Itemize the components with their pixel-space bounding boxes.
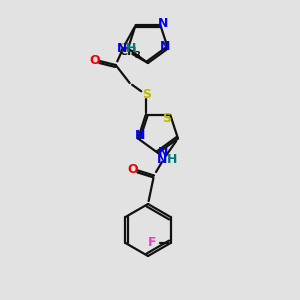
Text: CH: CH: [120, 47, 137, 57]
Text: N: N: [158, 16, 169, 29]
Text: N: N: [160, 40, 170, 53]
Text: 3: 3: [134, 50, 140, 59]
Text: H: H: [167, 153, 177, 166]
Text: N: N: [116, 41, 127, 55]
Text: N: N: [135, 129, 145, 142]
Text: S: S: [142, 88, 151, 100]
Text: H: H: [125, 41, 136, 55]
Text: O: O: [128, 163, 138, 176]
Text: N: N: [158, 146, 168, 160]
Text: F: F: [148, 236, 157, 250]
Text: S: S: [118, 42, 127, 55]
Text: O: O: [89, 53, 100, 67]
Text: N: N: [157, 153, 167, 166]
Text: S: S: [162, 112, 171, 124]
